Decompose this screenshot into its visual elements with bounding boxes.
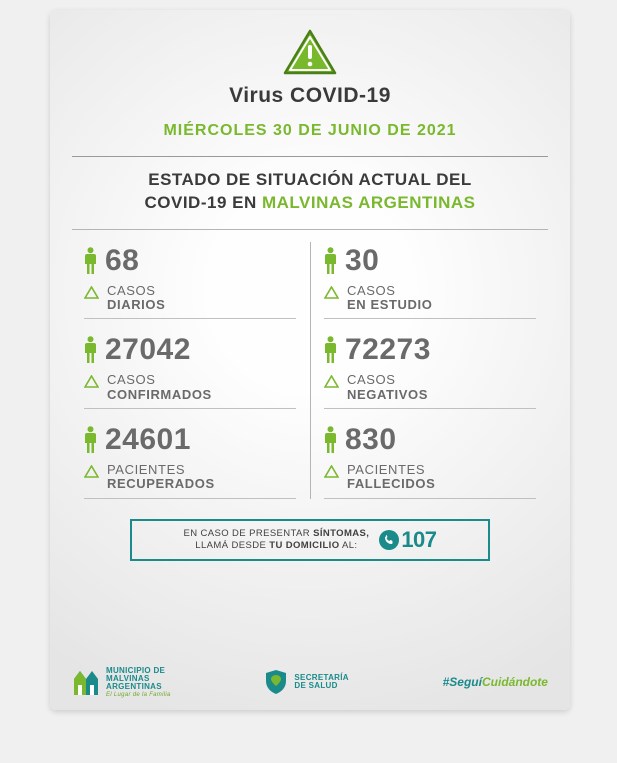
phone-number-block: 107: [379, 527, 436, 553]
stat-value: 30: [345, 244, 379, 278]
person-icon: [84, 247, 97, 275]
stat-value: 72273: [345, 333, 431, 367]
stat-casos-estudio: 30 CASOSEN ESTUDIO: [322, 238, 538, 324]
stat-label-line1: PACIENTES: [347, 463, 435, 477]
stats-grid: 68 CASOSDIARIOS 30 CASOSEN ESTUDIO 27042: [72, 238, 548, 503]
stat-casos-confirmados: 27042 CASOSCONFIRMADOS: [82, 327, 298, 413]
triangle-icon: [84, 286, 99, 299]
main-title: Virus COVID-19: [72, 84, 548, 108]
person-icon: [84, 336, 97, 364]
vertical-divider: [310, 242, 311, 499]
stat-label-line2: NEGATIVOS: [347, 388, 428, 402]
stat-label-line2: EN ESTUDIO: [347, 298, 432, 312]
triangle-icon: [324, 286, 339, 299]
municipio-icon: [72, 667, 100, 697]
stat-label-line1: CASOS: [347, 373, 428, 387]
stat-label-line1: CASOS: [107, 284, 165, 298]
stat-casos-negativos: 72273 CASOSNEGATIVOS: [322, 327, 538, 413]
stat-label-line1: CASOS: [107, 373, 212, 387]
stat-label-line2: RECUPERADOS: [107, 477, 215, 491]
report-card: Virus COVID-19 MIÉRCOLES 30 DE JUNIO DE …: [50, 10, 570, 710]
stat-value: 24601: [105, 423, 191, 457]
divider: [72, 156, 548, 157]
municipio-logo: MUNICIPIO DE MALVINAS ARGENTINAS El Luga…: [72, 667, 171, 698]
stat-casos-diarios: 68 CASOSDIARIOS: [82, 238, 298, 324]
salud-logo: SECRETARÍA DE SALUD: [264, 669, 348, 695]
triangle-icon: [324, 465, 339, 478]
stat-label-line1: CASOS: [347, 284, 432, 298]
warning-triangle-icon: [282, 28, 338, 78]
muni-l3: ARGENTINAS: [106, 682, 162, 691]
hashtag-green: Cuidándote: [482, 675, 548, 689]
muni-sub: El Lugar de la Familia: [106, 692, 171, 698]
header: Virus COVID-19 MIÉRCOLES 30 DE JUNIO DE …: [72, 28, 548, 140]
salud-l2: DE SALUD: [294, 681, 337, 690]
salud-shield-icon: [264, 669, 288, 695]
hashtag-pre: #Seguí: [443, 675, 482, 689]
phone-line2: LLAMÁ DESDE: [195, 540, 269, 551]
stat-label-line1: PACIENTES: [107, 463, 215, 477]
phone-bold1: SÍNTOMAS,: [313, 528, 369, 539]
stat-pacientes-fallecidos: 830 PACIENTESFALLECIDOS: [322, 417, 538, 503]
phone-tail: AL:: [340, 540, 358, 551]
triangle-icon: [84, 375, 99, 388]
hashtag: #SeguíCuidándote: [443, 675, 548, 689]
stat-label-line2: FALLECIDOS: [347, 477, 435, 491]
triangle-icon: [84, 465, 99, 478]
stat-label-line2: DIARIOS: [107, 298, 165, 312]
situation-location: MALVINAS ARGENTINAS: [262, 193, 476, 212]
person-icon: [324, 426, 337, 454]
phone-number: 107: [401, 527, 436, 553]
situation-line1: ESTADO DE SITUACIÓN ACTUAL DEL: [148, 170, 472, 189]
salud-text: SECRETARÍA DE SALUD: [294, 674, 348, 691]
triangle-icon: [324, 375, 339, 388]
phone-text: EN CASO DE PRESENTAR SÍNTOMAS, LLAMÁ DES…: [183, 528, 369, 552]
person-icon: [84, 426, 97, 454]
municipio-text: MUNICIPIO DE MALVINAS ARGENTINAS El Luga…: [106, 667, 171, 698]
situation-bold: COVID-19: [145, 193, 227, 212]
stat-label-line2: CONFIRMADOS: [107, 388, 212, 402]
situation-heading: ESTADO DE SITUACIÓN ACTUAL DEL COVID-19 …: [72, 169, 548, 215]
report-date: MIÉRCOLES 30 DE JUNIO DE 2021: [72, 122, 548, 140]
divider: [72, 229, 548, 230]
footer: MUNICIPIO DE MALVINAS ARGENTINAS El Luga…: [72, 655, 548, 698]
person-icon: [324, 336, 337, 364]
phone-bold2: TU DOMICILIO: [269, 540, 339, 551]
situation-mid: EN: [227, 193, 262, 212]
stat-value: 830: [345, 423, 397, 457]
phone-icon: [379, 530, 399, 550]
phone-line1: EN CASO DE PRESENTAR: [183, 528, 313, 539]
stat-value: 27042: [105, 333, 191, 367]
stat-pacientes-recuperados: 24601 PACIENTESRECUPERADOS: [82, 417, 298, 503]
stat-value: 68: [105, 244, 139, 278]
phone-callout: EN CASO DE PRESENTAR SÍNTOMAS, LLAMÁ DES…: [130, 519, 490, 561]
person-icon: [324, 247, 337, 275]
